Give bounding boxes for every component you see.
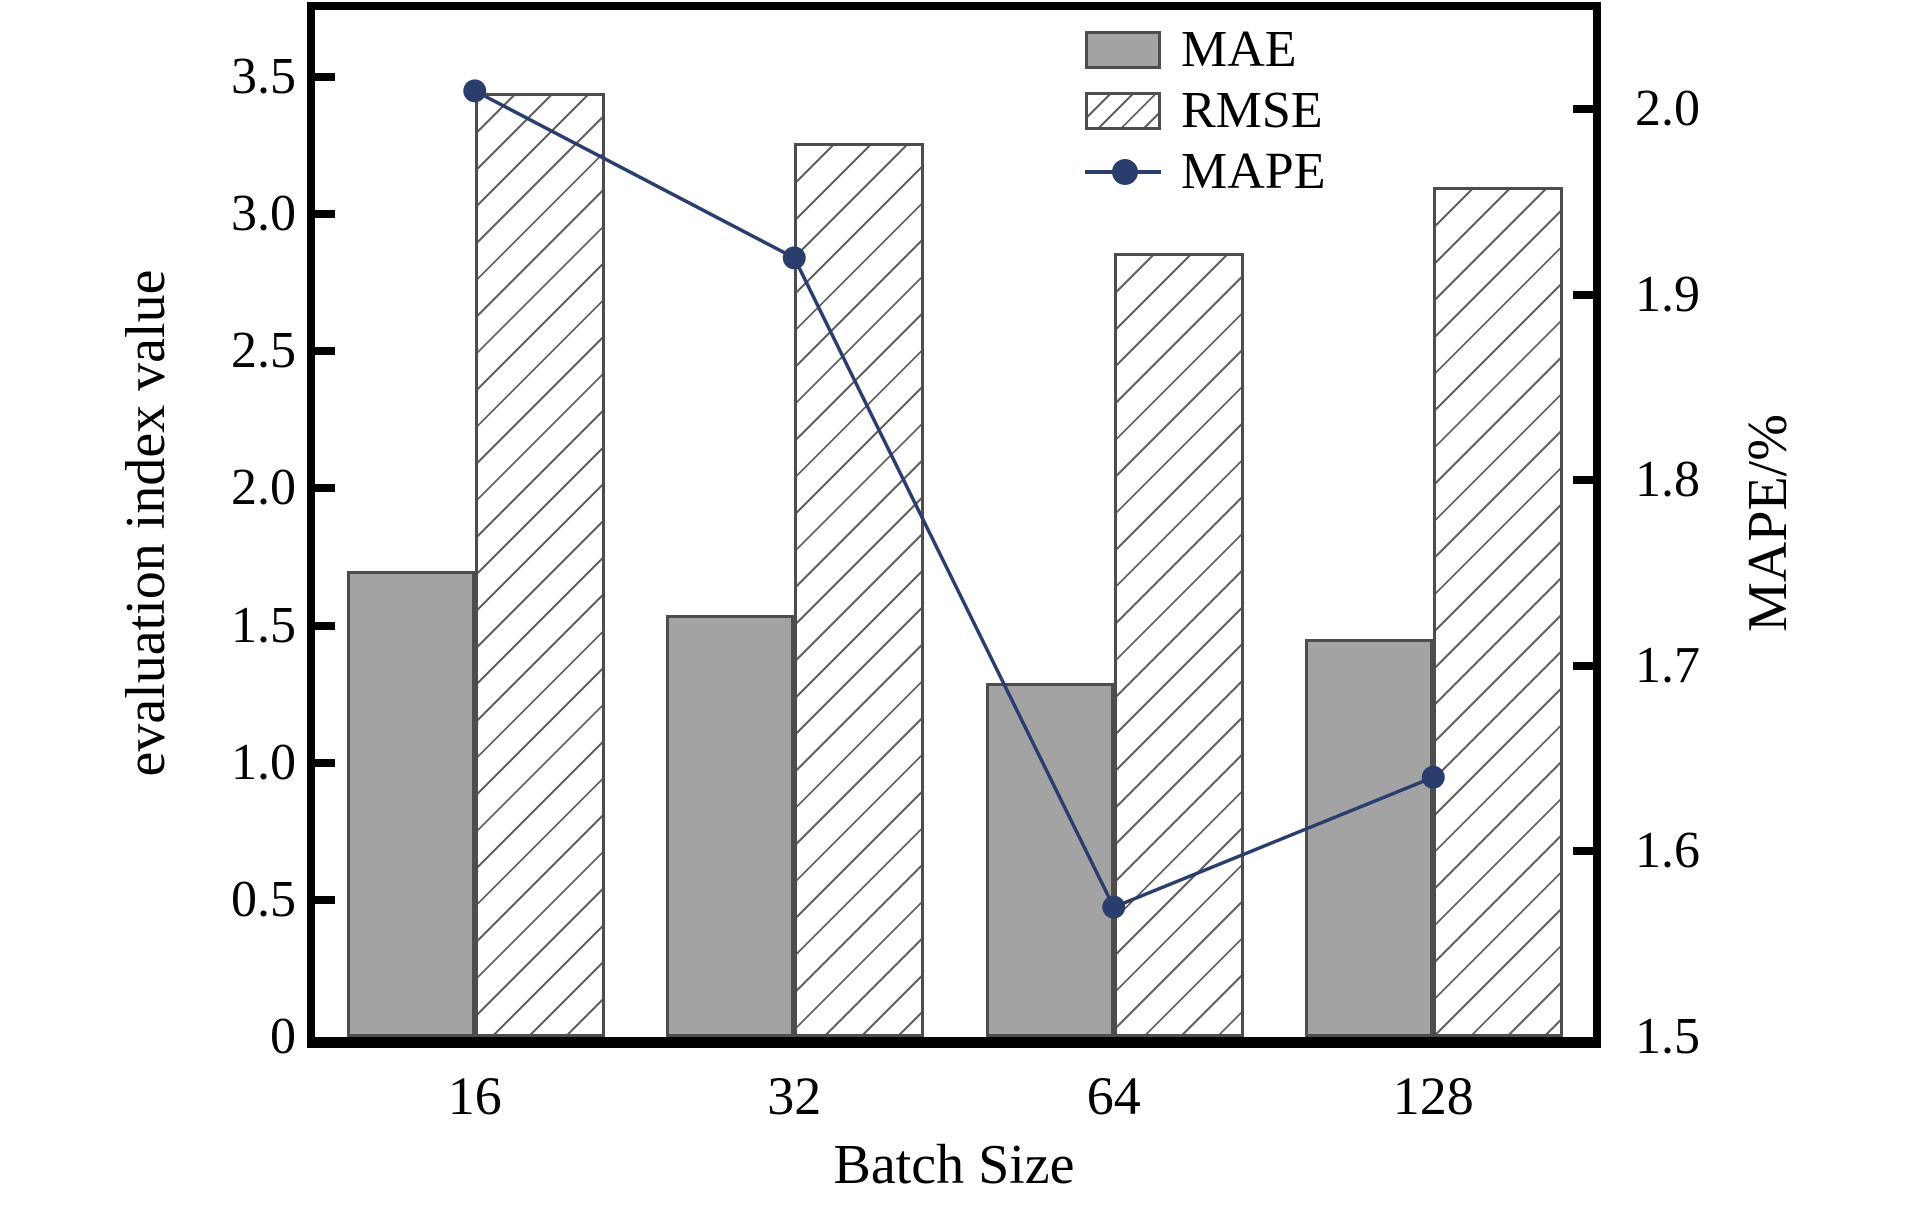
mae-bar-16 xyxy=(346,570,475,1037)
right-tick-mark-1.9 xyxy=(1573,290,1593,299)
left-tick-mark-3 xyxy=(315,210,335,219)
right-tick-mark-2 xyxy=(1573,105,1593,114)
right-tick-label-1.9: 1.9 xyxy=(1635,265,1700,323)
mape-point-64 xyxy=(1102,895,1126,919)
x-tick-label-128: 128 xyxy=(1392,1066,1474,1126)
rmse-bar-64 xyxy=(1113,252,1244,1037)
mape-line-layer xyxy=(463,79,1445,919)
left-tick-label-0.5: 0.5 xyxy=(231,870,296,928)
plot-area xyxy=(307,2,1601,1048)
x-tick-label-64: 64 xyxy=(1086,1066,1141,1126)
right-y-axis-title: MAPE/% xyxy=(1737,414,1799,632)
legend-label-rmse: RMSE xyxy=(1181,82,1323,139)
legend-label-mae: MAE xyxy=(1181,21,1297,78)
mae-bar-32 xyxy=(666,614,795,1037)
left-tick-label-2.0: 2.0 xyxy=(231,459,296,517)
left-tick-label-2.5: 2.5 xyxy=(231,322,296,380)
mae-bar-128 xyxy=(1305,639,1434,1037)
right-tick-mark-1.7 xyxy=(1573,661,1593,670)
left-tick-label-0: 0 xyxy=(270,1008,296,1065)
right-tick-label-1.7: 1.7 xyxy=(1635,636,1700,694)
left-tick-label-1.5: 1.5 xyxy=(231,596,296,654)
left-y-axis-title: evaluation index value xyxy=(115,269,177,777)
mape-line-marker-icon xyxy=(1085,153,1161,191)
left-tick-mark-1 xyxy=(315,758,335,767)
left-tick-label-3.5: 3.5 xyxy=(231,47,296,105)
mape-point-32 xyxy=(782,246,806,270)
right-tick-mark-1.6 xyxy=(1573,847,1593,856)
x-tick-label-32: 32 xyxy=(767,1066,822,1126)
right-tick-mark-1.8 xyxy=(1573,476,1593,485)
left-tick-mark-1.5 xyxy=(315,621,335,630)
mae-swatch-icon xyxy=(1085,31,1161,69)
legend: MAE RMSE MAPE xyxy=(1085,22,1325,205)
x-tick-label-16: 16 xyxy=(447,1066,502,1126)
mape-line xyxy=(473,89,1434,910)
legend-item-mae: MAE xyxy=(1085,22,1325,78)
rmse-swatch-icon xyxy=(1085,92,1161,130)
x-axis-title: Batch Size xyxy=(833,1134,1075,1196)
legend-label-mape: MAPE xyxy=(1181,143,1326,200)
rmse-bar-128 xyxy=(1433,186,1564,1037)
left-tick-label-3.0: 3.0 xyxy=(231,185,296,243)
right-tick-label-1.8: 1.8 xyxy=(1635,451,1700,509)
right-tick-label-1.5: 1.5 xyxy=(1635,1008,1700,1065)
mape-point-16 xyxy=(463,79,487,103)
left-tick-mark-2 xyxy=(315,484,335,493)
left-tick-mark-0.5 xyxy=(315,895,335,904)
legend-item-mape: MAPE xyxy=(1085,144,1325,200)
mape-point-128 xyxy=(1421,765,1445,789)
right-tick-label-1.6: 1.6 xyxy=(1635,822,1700,880)
left-tick-label-1.0: 1.0 xyxy=(231,733,296,791)
rmse-bar-16 xyxy=(474,93,605,1037)
left-tick-mark-3.5 xyxy=(315,72,335,81)
right-tick-label-2.0: 2.0 xyxy=(1635,80,1700,138)
legend-item-rmse: RMSE xyxy=(1085,83,1325,139)
left-tick-mark-2.5 xyxy=(315,347,335,356)
rmse-bar-32 xyxy=(794,142,925,1037)
